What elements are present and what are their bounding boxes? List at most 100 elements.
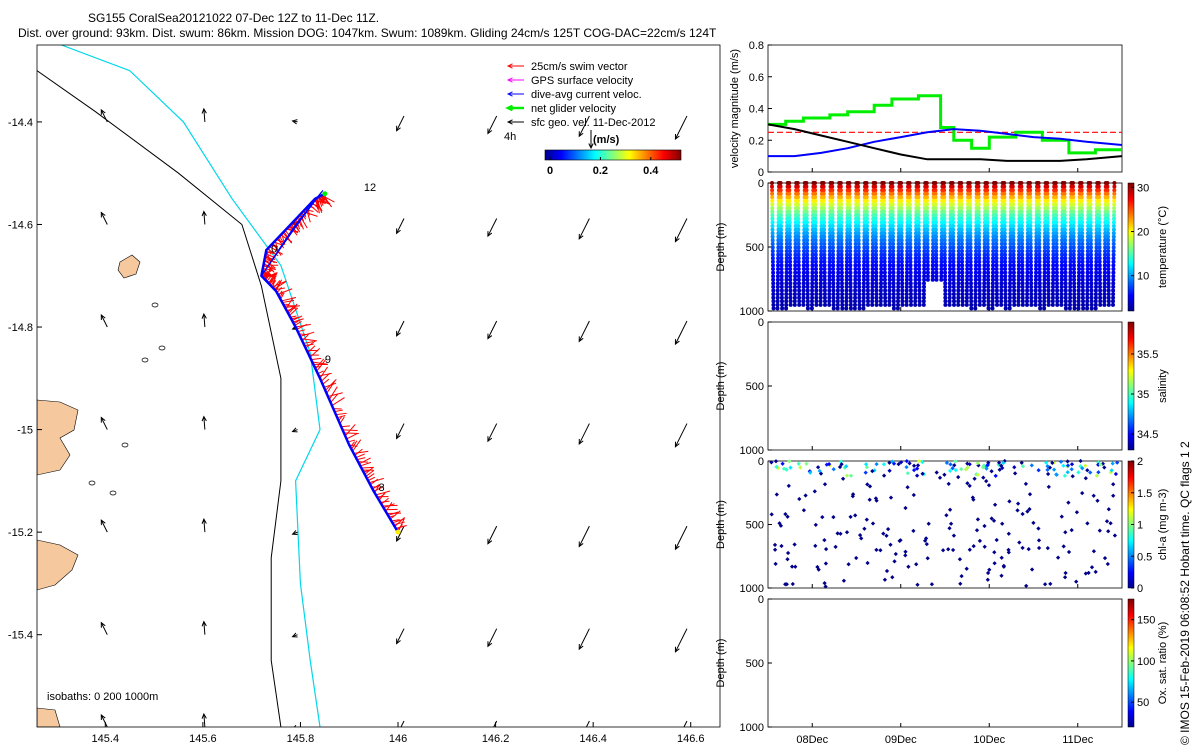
temperature-sample [830,238,835,243]
temperature-sample [822,284,827,289]
temperature-sample [1053,188,1058,193]
chlorophyll-sample [890,575,895,580]
temperature-sample [1068,274,1073,279]
chlorophyll-panel-colorbar-tick-label: 0.5 [1137,551,1152,563]
temperature-sample [862,238,867,243]
temperature-sample [1105,209,1110,214]
swim-vector [262,267,275,279]
temperature-sample [1029,295,1034,300]
chlorophyll-sample [1042,582,1048,587]
temperature-sample [1089,245,1093,250]
temperature-sample [1097,213,1102,218]
swim-vector [291,316,301,320]
temperature-sample [947,302,952,307]
temperature-sample [1054,277,1059,282]
temperature-sample [848,263,853,268]
chlorophyll-sample [840,476,846,481]
geo-velocity-arrow [487,320,498,340]
temperature-sample [1051,281,1055,286]
salinity-panel-y-tick-label: 1000 [740,445,764,457]
temperature-sample [925,267,930,271]
temperature-sample [942,198,947,203]
swim-vector [322,194,333,208]
temperature-sample [805,263,810,268]
temperature-sample [865,259,870,264]
temperature-sample [775,288,780,293]
chlorophyll-sample [1045,471,1051,477]
temperature-sample [879,252,884,257]
temperature-sample [787,191,792,196]
temperature-sample [865,252,870,257]
temperature-sample [839,220,844,225]
chlorophyll-sample [1019,460,1024,465]
temperature-sample [862,270,866,275]
temperature-sample [870,284,875,289]
temperature-sample [1017,245,1022,250]
swim-vector [346,433,358,440]
geo-velocity-arrow-head [201,107,207,114]
temperature-sample [1029,302,1034,307]
temperature-sample [956,274,961,279]
temperature-sample [956,270,961,275]
geo-velocity-arrow-head [487,128,493,135]
temperature-sample [960,302,965,307]
temperature-sample [977,270,982,275]
temperature-sample [801,267,806,271]
geo-velocity-arrow-shaft [100,417,108,430]
temperature-sample [891,245,896,250]
map-y-tick-label: -14.4 [8,117,33,129]
temperature-sample [847,224,852,228]
temperature-sample [847,206,852,211]
temperature-sample [874,302,879,307]
temperature-sample [1085,284,1090,289]
temperature-sample [779,213,783,218]
temperature-sample [770,191,775,196]
temperature-sample [865,263,870,268]
temperature-sample [896,281,901,286]
chlorophyll-sample [1106,529,1111,534]
temperature-sample [776,249,781,254]
temperature-sample [1080,270,1085,275]
temperature-sample [1054,274,1059,279]
temperature-sample [801,284,806,289]
temperature-sample [797,284,801,289]
temperature-sample [933,216,938,221]
temperature-sample [804,188,809,193]
temperature-sample [1111,231,1116,236]
temperature-sample [813,216,818,221]
temperature-sample [1028,241,1033,246]
temperature-sample [1106,270,1111,275]
temperature-sample [939,234,944,239]
map-colorbar-tick-label: 0.2 [593,165,608,177]
temperature-sample [836,238,841,243]
temperature-sample [922,234,927,239]
temperature-sample [844,292,849,297]
temperature-sample [1079,184,1084,189]
temperature-sample [951,216,955,221]
chlorophyll-sample [1050,460,1055,466]
velocity-series-line [768,128,1123,158]
temperature-sample [1019,220,1024,225]
temperature-sample [951,213,955,218]
temperature-sample [848,284,853,289]
temperature-sample [1019,213,1024,218]
chlorophyll-sample [812,489,817,494]
temperature-sample [985,216,990,221]
temperature-sample [891,267,896,271]
temperature-sample [1112,209,1117,214]
geo-velocity-arrow-head [201,415,207,422]
temperature-sample [1034,270,1038,275]
chlorophyll-sample [833,544,838,550]
temperature-sample [890,209,895,214]
temperature-sample [810,267,815,271]
temperature-sample [861,302,866,307]
temperature-sample [1105,184,1110,189]
temperature-sample [968,252,973,257]
temperature-sample [866,299,870,304]
temperature-sample [1019,202,1024,207]
swim-vector [391,519,400,522]
temperature-sample [839,195,843,200]
temperature-sample [1088,198,1093,203]
temperature-sample [1008,267,1013,271]
